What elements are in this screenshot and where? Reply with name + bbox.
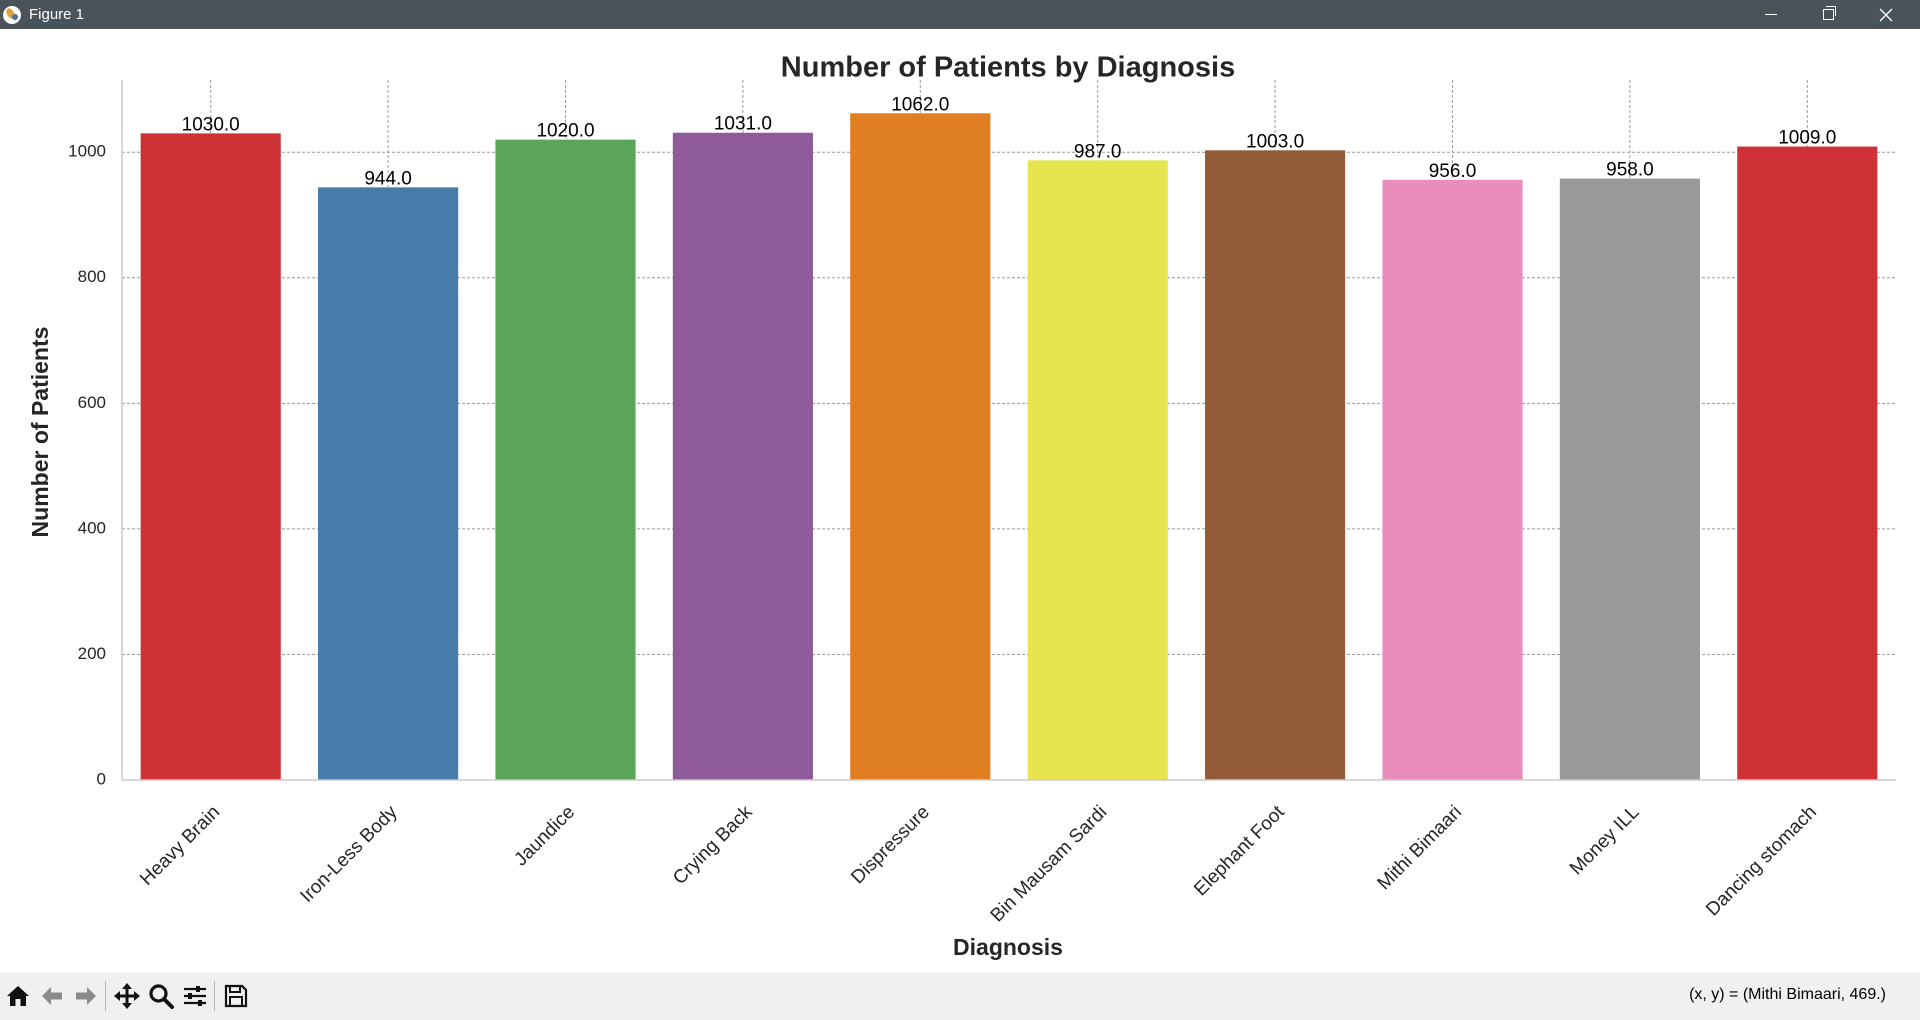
bar <box>495 139 636 781</box>
y-tick-label: 200 <box>78 644 106 663</box>
figure-canvas[interactable]: 1030.0 944.0 1020.0 1031.0 1062.0 987.0 1003.0… <box>0 29 1920 972</box>
y-tick-label: 0 <box>97 769 106 788</box>
x-tick-label: Iron-Less Body <box>296 801 402 907</box>
value-labels: 1030.0 944.0 1020.0 1031.0 1062.0 987.0 1003.0… <box>182 94 1837 189</box>
bar <box>1559 178 1700 781</box>
zoom-button[interactable] <box>145 978 177 1014</box>
y-axis-label: Number of Patients <box>27 327 53 538</box>
x-tick-label: Money ILL <box>1566 802 1644 880</box>
toolbar-separator <box>105 981 106 1011</box>
x-axis-label: Diagnosis <box>953 934 1063 960</box>
close-button[interactable] <box>1863 0 1909 29</box>
bar-value-label: 1020.0 <box>536 121 594 142</box>
configure-subplots-button[interactable] <box>179 978 211 1014</box>
restore-button[interactable] <box>1805 0 1851 29</box>
y-tick-label: 600 <box>78 393 106 412</box>
x-tick-label: Elephant Foot <box>1190 801 1289 900</box>
back-button[interactable] <box>36 978 68 1014</box>
save-button[interactable] <box>220 978 252 1014</box>
coordinate-readout: (x, y) = (Mithi Bimaari, 469.) <box>1689 986 1886 1003</box>
bar-value-label: 1062.0 <box>891 94 949 115</box>
bar <box>850 113 991 780</box>
x-tick-label: Mithi Bimaari <box>1374 802 1466 894</box>
bar-value-label: 956.0 <box>1429 161 1477 182</box>
bar <box>318 187 459 781</box>
y-tick-labels: 0 200 400 600 800 1000 <box>68 142 106 789</box>
pan-icon <box>114 983 140 1009</box>
home-icon <box>7 986 29 1006</box>
window-title: Figure 1 <box>29 6 85 23</box>
back-icon <box>42 987 62 1005</box>
x-tick-label: Heavy Brain <box>136 802 224 890</box>
bar-value-label: 944.0 <box>364 168 412 189</box>
bar-value-label: 1030.0 <box>182 114 240 135</box>
zoom-icon <box>149 984 174 1009</box>
bar-value-label: 1031.0 <box>714 114 772 135</box>
chart-title: Number of Patients by Diagnosis <box>781 52 1235 84</box>
minimize-icon <box>1765 14 1777 15</box>
configure-subplots-icon <box>184 986 206 1006</box>
axes <box>121 80 1896 781</box>
x-tick-label: Dancing stomach <box>1702 802 1821 921</box>
matplotlib-app-icon <box>3 5 21 24</box>
bar <box>1027 160 1168 780</box>
bar <box>672 132 813 781</box>
x-tick-label: Bin Mausam Sardi <box>987 802 1112 927</box>
minimize-button[interactable] <box>1748 0 1794 29</box>
bar-value-label: 987.0 <box>1074 141 1122 162</box>
bar-value-label: 1009.0 <box>1778 128 1836 149</box>
y-tick-label: 400 <box>78 518 106 537</box>
forward-icon <box>76 987 96 1005</box>
home-button[interactable] <box>2 978 34 1014</box>
bar-value-label: 958.0 <box>1606 160 1654 181</box>
restore-icon <box>1822 6 1836 20</box>
bar-chart: 1030.0 944.0 1020.0 1031.0 1062.0 987.0 1003.0… <box>27 52 1896 960</box>
x-tick-label: Dispressure <box>847 802 934 889</box>
toolbar-separator <box>214 981 215 1011</box>
y-tick-label: 1000 <box>68 142 106 161</box>
bar <box>1205 150 1346 780</box>
navigation-toolbar: (x, y) = (Mithi Bimaari, 469.) <box>0 972 1920 1020</box>
window-titlebar: Figure 1 <box>0 0 1920 29</box>
close-icon <box>1879 8 1893 21</box>
forward-button[interactable] <box>70 978 102 1014</box>
bars <box>140 113 1878 781</box>
pan-button[interactable] <box>111 978 143 1014</box>
bar-value-label: 1003.0 <box>1246 131 1304 152</box>
save-icon <box>224 984 248 1008</box>
bar <box>1382 179 1523 781</box>
x-tick-label: Jaundice <box>510 802 579 871</box>
bar <box>1737 146 1878 780</box>
y-tick-label: 800 <box>78 267 106 286</box>
x-tick-label: Crying Back <box>669 801 757 889</box>
bar <box>140 133 281 780</box>
x-tick-labels: Heavy Brain Iron-Less Body Jaundice Crying … <box>136 801 1821 926</box>
